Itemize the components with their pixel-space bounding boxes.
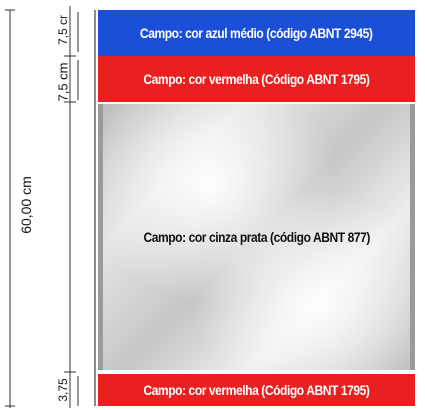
band-red-bottom-label: Campo: cor vermelha (Código ABNT 1795): [143, 382, 370, 398]
band-blue: Campo: cor azul médio (código ABNT 2945): [98, 10, 415, 56]
band-red-top-label: Campo: cor vermelha (Código ABNT 1795): [143, 71, 370, 87]
band-blue-label: Campo: cor azul médio (código ABNT 2945): [140, 25, 373, 41]
band1-dimension-label: 7,5 cr: [56, 14, 70, 46]
band2-dimension-label: 7,5 cm: [55, 62, 71, 102]
band-silver: Campo: cor cinza prata (código ABNT 877): [98, 104, 415, 370]
band-silver-label: Campo: cor cinza prata (código ABNT 877): [143, 229, 370, 245]
band4-dimension-label: 3,75: [56, 378, 70, 402]
total-dimension-label: 60,00 cm: [18, 176, 34, 234]
band-red-top: Campo: cor vermelha (Código ABNT 1795): [98, 56, 415, 102]
band-red-bottom: Campo: cor vermelha (Código ABNT 1795): [98, 374, 415, 406]
